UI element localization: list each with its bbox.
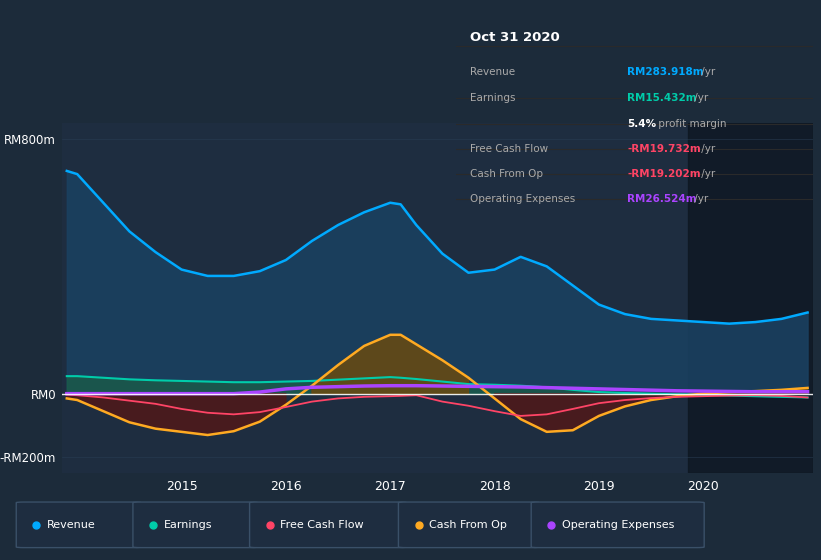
FancyBboxPatch shape [531,502,704,548]
Text: Revenue: Revenue [470,67,515,77]
Text: /yr: /yr [698,169,715,179]
FancyBboxPatch shape [16,502,141,548]
Text: 5.4%: 5.4% [627,119,656,129]
FancyBboxPatch shape [250,502,406,548]
Text: /yr: /yr [690,194,708,204]
Text: -RM19.732m: -RM19.732m [627,144,701,155]
Text: Operating Expenses: Operating Expenses [562,520,674,530]
FancyBboxPatch shape [133,502,258,548]
Text: RM26.524m: RM26.524m [627,194,697,204]
Text: Earnings: Earnings [470,94,516,104]
Text: Cash From Op: Cash From Op [429,520,507,530]
FancyBboxPatch shape [398,502,539,548]
Text: RM15.432m: RM15.432m [627,94,697,104]
Text: RM283.918m: RM283.918m [627,67,704,77]
Text: /yr: /yr [690,94,708,104]
Text: profit margin: profit margin [655,119,727,129]
Text: /yr: /yr [698,144,715,155]
Text: Free Cash Flow: Free Cash Flow [280,520,364,530]
Bar [688,123,813,473]
Text: Free Cash Flow: Free Cash Flow [470,144,548,155]
Text: Cash From Op: Cash From Op [470,169,543,179]
Text: Earnings: Earnings [163,520,212,530]
Text: /yr: /yr [698,67,715,77]
Text: Operating Expenses: Operating Expenses [470,194,576,204]
Text: Revenue: Revenue [47,520,95,530]
Text: Oct 31 2020: Oct 31 2020 [470,31,560,44]
Text: -RM19.202m: -RM19.202m [627,169,700,179]
